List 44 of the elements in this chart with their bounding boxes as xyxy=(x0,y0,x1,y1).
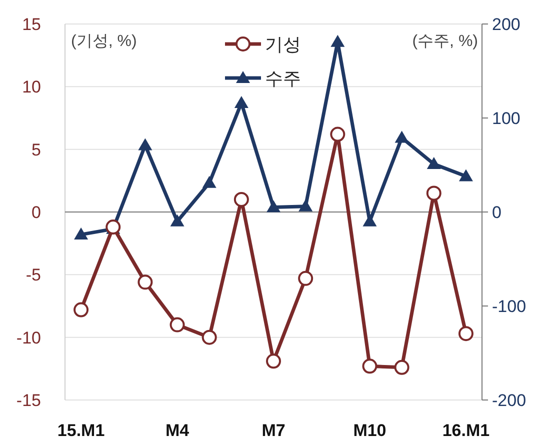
point xyxy=(330,34,345,47)
point xyxy=(170,214,184,226)
y-tick-label: -15 xyxy=(16,390,41,410)
point xyxy=(458,326,474,342)
y-tick-label: 0 xyxy=(32,202,41,222)
point xyxy=(202,176,216,188)
point xyxy=(298,270,314,286)
y-tick-label: -5 xyxy=(26,266,41,285)
point xyxy=(298,199,313,212)
point xyxy=(74,302,89,318)
y2-tick-label: -100 xyxy=(492,296,526,316)
legend-label: 수주 xyxy=(265,68,301,88)
point xyxy=(138,274,153,290)
point xyxy=(138,138,152,150)
y2-tick-label: 0 xyxy=(492,202,502,222)
point xyxy=(74,228,88,240)
point xyxy=(394,130,409,143)
point xyxy=(458,169,473,182)
y-tick-label: 5 xyxy=(32,140,41,160)
x-tick-label: M7 xyxy=(262,421,286,440)
y-tick-label: 15 xyxy=(22,14,41,34)
point xyxy=(266,200,280,212)
point xyxy=(234,192,249,207)
point xyxy=(394,360,410,375)
y-tick-label: 10 xyxy=(22,78,41,97)
point xyxy=(266,354,281,369)
legend-label: 기성 xyxy=(265,34,301,54)
point xyxy=(426,186,442,201)
y-tick-label: -10 xyxy=(16,328,41,348)
point xyxy=(234,96,248,108)
point xyxy=(426,157,441,170)
point xyxy=(170,317,185,332)
x-tick-label: 15.M1 xyxy=(57,421,105,440)
y2-tick-label: 100 xyxy=(492,108,520,128)
y2-tick-label: 200 xyxy=(492,14,520,34)
point xyxy=(330,126,346,142)
y2-axis-title: (수주, %) xyxy=(412,33,478,50)
point xyxy=(362,358,378,374)
x-tick-label: M10 xyxy=(353,421,386,440)
x-tick-label: 16.M1 xyxy=(442,421,490,440)
y-axis-title: (기성, %) xyxy=(71,33,137,50)
x-tick-label: M4 xyxy=(165,421,190,440)
point xyxy=(202,330,217,345)
y2-tick-label: -200 xyxy=(492,390,526,410)
